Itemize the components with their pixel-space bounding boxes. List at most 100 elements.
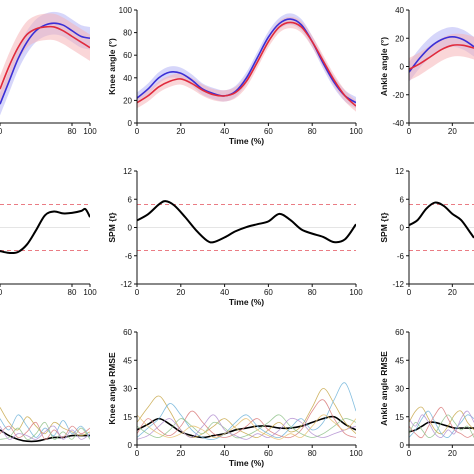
x-tick-label: 60 [264, 449, 273, 458]
y-tick-label: -20 [392, 91, 404, 100]
panel-3: 0 20 -40 -20 0 20 40 Ankle angle (°) [379, 6, 474, 136]
x-tick-label: 80 [308, 288, 317, 297]
x-tick-label: 20 [448, 288, 457, 297]
series-line-4 [0, 421, 90, 440]
series-line-7 [137, 414, 356, 440]
y-tick-label: 0 [400, 63, 405, 72]
series-line-5 [409, 414, 474, 438]
series-line-1 [137, 415, 356, 439]
y-tick-label: -12 [120, 280, 132, 289]
y-axis-label: Ankle angle RMSE [379, 351, 389, 426]
x-axis-label: Time (%) [229, 136, 264, 146]
x-tick-label: 0 [407, 449, 412, 458]
series-line-1 [137, 200, 356, 244]
y-tick-label: 30 [395, 385, 404, 394]
x-axis-label: Time (%) [229, 458, 264, 468]
y-tick-label: 30 [123, 385, 132, 394]
y-tick-label: 20 [123, 96, 132, 105]
x-tick-label: 100 [349, 449, 363, 458]
panel-1: 0 80 100 [0, 11, 97, 136]
x-tick-label: 0 [407, 127, 412, 136]
series-line-1 [0, 22, 90, 105]
series-line-2 [0, 25, 90, 90]
y-tick-label: -6 [397, 252, 405, 261]
x-tick-label: 80 [68, 288, 77, 297]
y-tick-label: 80 [123, 29, 132, 38]
series-line-1 [0, 207, 90, 255]
panel-9: 0 20 0 15 30 45 60 Ankle angle RMSE [379, 328, 474, 458]
series-line-6 [0, 425, 90, 440]
x-axis-label: Time (%) [229, 297, 264, 307]
y-tick-label: 0 [128, 119, 133, 128]
y-tick-label: 20 [395, 34, 404, 43]
panel-6: 0 20 -12 -6 0 6 12 SPM {t} [379, 167, 474, 297]
plot-area [0, 11, 90, 116]
x-tick-label: 40 [220, 127, 229, 136]
x-tick-label: 0 [0, 127, 3, 136]
y-tick-label: 0 [400, 224, 405, 233]
plot-area [0, 407, 90, 443]
y-tick-label: 6 [128, 195, 133, 204]
x-tick-label: 40 [220, 288, 229, 297]
y-tick-label: 60 [123, 328, 132, 337]
y-axis-label: Knee angle (°) [107, 38, 117, 95]
sd-band-2 [137, 16, 356, 112]
plot-area [137, 13, 356, 112]
x-tick-label: 0 [135, 288, 140, 297]
x-tick-label: 0 [407, 288, 412, 297]
x-tick-label: 80 [308, 127, 317, 136]
y-tick-label: 6 [400, 195, 405, 204]
panel-5: 0 20 40 60 80 100 -12 -6 0 6 12 Time (%) SPM {t} [107, 167, 363, 307]
plot-area [409, 201, 474, 252]
x-tick-label: 100 [83, 288, 97, 297]
y-tick-label: -12 [392, 280, 404, 289]
series-line-1 [409, 36, 474, 73]
series-line-1 [137, 18, 356, 104]
panel-2: 0 20 40 60 80 100 0 20 40 60 80 100 Time (%) Knee ang… [107, 6, 363, 146]
series-line-1 [409, 201, 474, 239]
x-tick-label: 60 [264, 288, 273, 297]
x-tick-label: 20 [176, 288, 185, 297]
x-tick-label: 80 [68, 127, 77, 136]
series-line-5 [0, 421, 90, 440]
y-tick-label: 40 [395, 6, 404, 15]
y-tick-label: 60 [395, 328, 404, 337]
x-tick-label: 100 [349, 127, 363, 136]
y-axis-label: SPM {t} [379, 212, 389, 243]
plot-area [137, 382, 356, 440]
y-axis-label: SPM {t} [107, 212, 117, 243]
series-line-3 [409, 410, 474, 438]
y-tick-label: 12 [395, 167, 404, 176]
series-line-3 [137, 382, 356, 440]
panel-4: 0 80 100 [0, 203, 97, 297]
plot-area [409, 406, 474, 439]
x-tick-label: 20 [176, 127, 185, 136]
y-tick-label: -40 [392, 119, 404, 128]
x-tick-label: 20 [448, 127, 457, 136]
y-tick-label: 45 [395, 356, 404, 365]
x-tick-label: 60 [264, 127, 273, 136]
series-line-2 [409, 44, 474, 71]
plot-area [409, 26, 474, 83]
y-tick-label: -6 [125, 252, 133, 261]
x-tick-label: 0 [135, 127, 140, 136]
y-tick-label: 15 [395, 413, 404, 422]
x-tick-label: 20 [176, 449, 185, 458]
sd-band-2 [0, 13, 90, 103]
series-line-2 [137, 388, 356, 438]
y-tick-label: 0 [128, 224, 133, 233]
y-tick-label: 45 [123, 356, 132, 365]
series-line-4 [137, 399, 356, 439]
x-tick-label: 0 [0, 288, 3, 297]
y-tick-label: 100 [119, 6, 133, 15]
plot-area [0, 203, 90, 255]
y-axis-label: Knee angle RMSE [107, 352, 117, 425]
series-line-6 [409, 410, 474, 438]
x-tick-label: 100 [83, 127, 97, 136]
panel-7 [0, 407, 90, 446]
x-tick-label: 40 [220, 449, 229, 458]
x-tick-label: 100 [349, 288, 363, 297]
y-tick-label: 60 [123, 51, 132, 60]
plot-area [137, 200, 356, 252]
